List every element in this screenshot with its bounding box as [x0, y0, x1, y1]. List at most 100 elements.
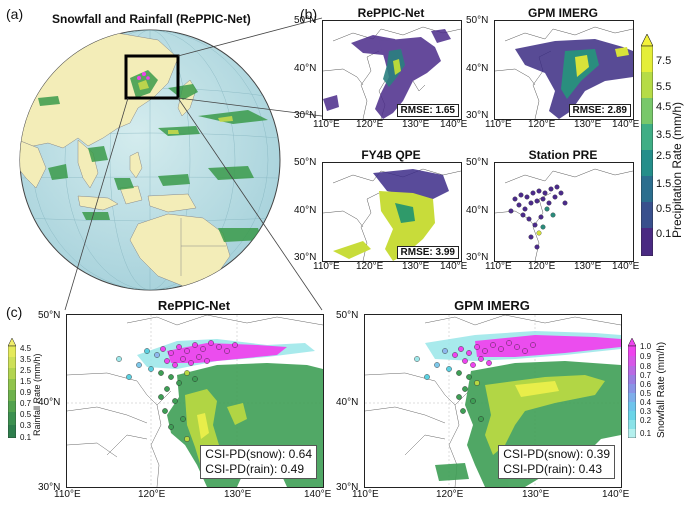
c2-lon-120: 120°E — [436, 489, 464, 500]
b4-lon-140: 140°E — [612, 261, 640, 272]
c2-lat-40: 40°N — [336, 397, 359, 408]
snowfall-colorbar-title: Snowfall Rate (mm/h) — [656, 341, 667, 438]
b4-lat-30: 30°N — [466, 252, 489, 263]
map-fy4b-qpe-b: RMSE: 3.99 — [322, 162, 462, 262]
map-title-b4: Station PRE — [528, 148, 598, 162]
rainfall-colorbar — [7, 337, 17, 439]
csi-box-c2: CSI-PD(snow): 0.39 CSI-PD(rain): 0.43 — [498, 445, 615, 479]
b2-lat-50: 50°N — [466, 15, 489, 26]
c1-lon-110: 110°E — [54, 489, 81, 500]
rain-cb-tick-0.3: 0.3 — [20, 421, 32, 430]
b3-lat-40: 40°N — [294, 205, 317, 216]
b3-lat-30: 30°N — [294, 252, 317, 263]
precip-cb-tick-3.5: 3.5 — [656, 129, 672, 141]
snow-cb-tick-0.6: 0.6 — [640, 380, 652, 389]
b4-lon-130: 130°E — [574, 261, 602, 272]
c1-lat-50: 50°N — [38, 310, 61, 321]
precip-cb-tick-1.5: 1.5 — [656, 178, 672, 190]
csi-box-c1: CSI-PD(snow): 0.64 CSI-PD(rain): 0.49 — [200, 445, 317, 479]
c1-lon-140: 140°E — [304, 489, 332, 500]
panel-a-letter: (a) — [6, 6, 24, 22]
c1-lon-120: 120°E — [138, 489, 166, 500]
precip-cb-tick-0.1: 0.1 — [656, 228, 672, 240]
rain-cb-tick-0.7: 0.7 — [20, 399, 32, 408]
snow-cb-tick-1.0: 1.0 — [640, 342, 652, 351]
globe-selection-box — [124, 54, 180, 100]
rain-cb-tick-0.1: 0.1 — [20, 433, 32, 442]
b2-lat-40: 40°N — [466, 63, 489, 74]
b1-lon-130: 130°E — [402, 119, 430, 130]
map-title-c2: GPM IMERG — [454, 298, 530, 313]
snow-cb-tick-0.5: 0.5 — [640, 389, 652, 398]
b4-lat-40: 40°N — [466, 205, 489, 216]
csi-rain-c1: CSI-PD(rain): 0.49 — [205, 462, 304, 476]
c1-lat-30: 30°N — [38, 482, 61, 493]
map-reppic-net-b: RMSE: 1.65 — [322, 20, 462, 120]
map-b3-svg — [323, 168, 461, 261]
b3-lon-110: 110°E — [313, 261, 340, 272]
globe-map — [19, 29, 281, 291]
rain-cb-tick-0.5: 0.5 — [20, 410, 32, 419]
rain-cb-tick-3.5: 3.5 — [20, 355, 32, 364]
rmse-label-b3: RMSE: 3.99 — [396, 246, 459, 259]
map-station-pre-b — [494, 162, 634, 262]
b3-lat-50: 50°N — [294, 157, 317, 168]
b4-lon-110: 110°E — [485, 261, 512, 272]
c2-lon-130: 130°E — [522, 489, 550, 500]
csi-rain-c2: CSI-PD(rain): 0.43 — [503, 462, 602, 476]
c2-lat-30: 30°N — [336, 482, 359, 493]
rainfall-colorbar-title: Rainfall Rate (mm/h) — [32, 353, 42, 436]
b4-lat-50: 50°N — [466, 157, 489, 168]
c2-lat-50: 50°N — [336, 310, 359, 321]
snow-cb-tick-0.4: 0.4 — [640, 398, 652, 407]
b1-lon-140: 140°E — [440, 119, 468, 130]
precip-cb-tick-4.5: 4.5 — [656, 101, 672, 113]
b2-lon-110: 110°E — [485, 119, 512, 130]
b4-lon-120: 120°E — [528, 261, 556, 272]
rain-cb-tick-4.5: 4.5 — [20, 344, 32, 353]
b1-lat-40: 40°N — [294, 63, 317, 74]
precip-cb-tick-5.5: 5.5 — [656, 81, 672, 93]
snow-cb-tick-0.1: 0.1 — [640, 429, 652, 438]
precip-colorbar — [640, 33, 654, 257]
snow-cb-tick-0.2: 0.2 — [640, 416, 652, 425]
precip-cb-tick-2.5: 2.5 — [656, 150, 672, 162]
map-title-b1: RePPIC-Net — [357, 6, 425, 20]
panel-b-letter: (b) — [300, 6, 318, 22]
map-b4-svg — [495, 168, 633, 261]
rmse-label-b2: RMSE: 2.89 — [568, 104, 631, 117]
snow-cb-tick-0.3: 0.3 — [640, 407, 652, 416]
b2-lon-140: 140°E — [612, 119, 640, 130]
rmse-label-b1: RMSE: 1.65 — [396, 104, 459, 117]
map-gpm-imerg-c: CSI-PD(snow): 0.39 CSI-PD(rain): 0.43 — [364, 314, 622, 488]
rain-cb-tick-1.5: 1.5 — [20, 377, 32, 386]
precip-cb-tick-0.5: 0.5 — [656, 203, 672, 215]
panel-c-letter: (c) — [6, 304, 23, 320]
b2-lat-30: 30°N — [466, 110, 489, 121]
snow-cb-tick-0.9: 0.9 — [640, 352, 652, 361]
b2-lon-130: 130°E — [574, 119, 602, 130]
map-title-b3: FY4B QPE — [361, 148, 421, 162]
b3-lon-120: 120°E — [356, 261, 384, 272]
csi-snow-c1: CSI-PD(snow): 0.64 — [205, 447, 312, 461]
b3-lon-140: 140°E — [440, 261, 468, 272]
b1-lat-30: 30°N — [294, 110, 317, 121]
map-title-b2: GPM IMERG — [527, 6, 598, 20]
c1-lon-130: 130°E — [224, 489, 252, 500]
b2-lon-120: 120°E — [528, 119, 556, 130]
c2-lon-110: 110°E — [352, 489, 379, 500]
rain-cb-tick-2.5: 2.5 — [20, 366, 32, 375]
map-title-c1: RePPIC-Net — [157, 298, 231, 313]
b1-lon-120: 120°E — [356, 119, 384, 130]
panel-a-title: Snowfall and Rainfall (RePPIC-Net) — [52, 12, 251, 26]
map-b2-svg — [495, 26, 633, 119]
snowfall-colorbar — [627, 337, 637, 439]
precip-colorbar-title: Precipitation Rate (mm/h) — [670, 101, 684, 238]
precip-cb-tick-7.5: 7.5 — [656, 55, 672, 67]
map-b1-svg — [323, 26, 461, 119]
map-reppic-net-c: CSI-PD(snow): 0.64 CSI-PD(rain): 0.49 — [66, 314, 324, 488]
rain-cb-tick-0.9: 0.9 — [20, 388, 32, 397]
c2-lon-140: 140°E — [602, 489, 630, 500]
snow-cb-tick-0.7: 0.7 — [640, 371, 652, 380]
